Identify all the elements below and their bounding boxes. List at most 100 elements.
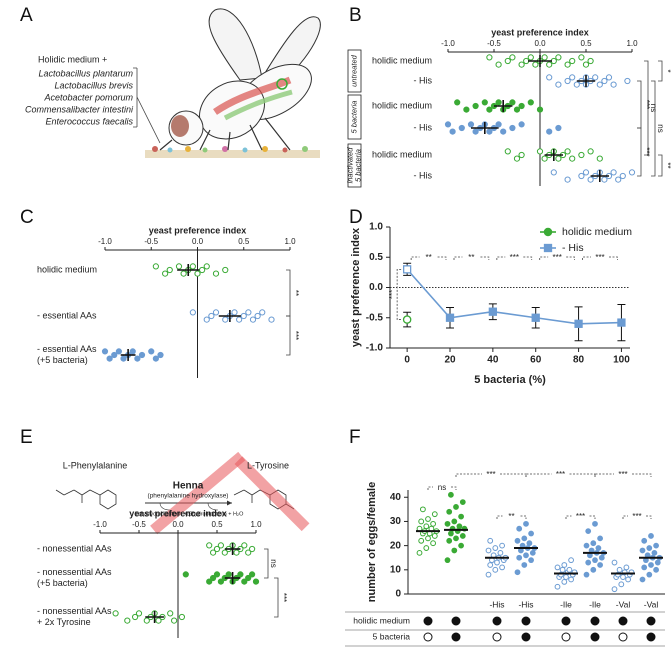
panel-label: F: [349, 427, 361, 448]
significance-bracket: [286, 315, 291, 356]
row-label: holidic medium: [372, 149, 432, 159]
table-dot: [492, 632, 502, 642]
group-label: 5 bacteria: [349, 101, 358, 134]
data-dot: [597, 562, 603, 568]
substrate-name: L-Phenylalanine: [63, 460, 128, 470]
data-dot: [249, 545, 256, 553]
x-tick-label: 0.0: [172, 520, 184, 529]
data-dot: [152, 263, 159, 270]
data-dot: [212, 309, 220, 316]
data-dot: [500, 128, 507, 135]
data-dot: [620, 574, 626, 580]
panel-label: B: [349, 5, 362, 26]
data-dot: [444, 520, 451, 527]
data-dot: [485, 571, 492, 578]
legend-marker: [543, 227, 553, 237]
data-dot: [135, 610, 143, 617]
axis-title: yeast preference index: [491, 27, 589, 37]
data-dot: [152, 355, 159, 362]
data-dot: [526, 540, 533, 547]
data-dot: [648, 533, 654, 539]
data-dot: [611, 586, 618, 593]
x-tick-label: 1.0: [284, 237, 296, 246]
data-dot: [618, 581, 625, 588]
x-tick-label: -0.5: [487, 39, 501, 48]
data-dot: [550, 169, 557, 176]
group-label: 5 bacteria: [353, 149, 362, 182]
data-dot: [499, 542, 506, 549]
x-tick-label: -1.0: [93, 520, 107, 529]
data-dot: [518, 121, 525, 128]
bracket: [133, 67, 161, 144]
data-dot: [495, 99, 502, 106]
product-name: L-Tyrosine: [247, 460, 289, 470]
data-dot: [583, 542, 590, 549]
data-dot: [639, 547, 646, 554]
data-dot: [516, 525, 523, 532]
significance-label: ***: [632, 512, 641, 521]
data-dot: [518, 61, 525, 68]
table-dot: [492, 616, 502, 626]
data-dot: [101, 348, 109, 355]
data-dot: [587, 176, 594, 183]
data-dot: [454, 99, 461, 106]
data-dot: [492, 545, 499, 551]
data-dot: [536, 106, 544, 113]
data-dot: [495, 121, 502, 128]
data-dot: [259, 309, 266, 316]
data-dot: [615, 176, 622, 183]
data-dot: [446, 537, 453, 544]
enzyme-name: Henna: [173, 481, 204, 492]
data-dot: [527, 99, 534, 106]
fly-illustration: [133, 8, 321, 158]
x-tick-label: 1.0: [626, 39, 638, 48]
data-dot: [233, 549, 240, 556]
table-dot: [521, 616, 531, 626]
data-dot: [472, 128, 479, 135]
data-dot: [115, 348, 122, 355]
data-dot: [616, 566, 623, 573]
data-dot: [561, 579, 568, 585]
data-dot: [487, 537, 494, 544]
data-dot: [555, 155, 562, 162]
significance-label: ns: [656, 124, 665, 132]
data-dot: [449, 128, 456, 135]
table-dot: [423, 632, 433, 642]
data-dot: [504, 57, 511, 65]
data-dot: [555, 81, 562, 88]
data-dot: [578, 151, 585, 159]
y-tick-label: 0.0: [369, 282, 383, 293]
table-dot: [561, 632, 571, 642]
table-dot: [521, 632, 531, 642]
data-dot: [561, 562, 568, 568]
data-dot: [249, 316, 257, 323]
data-dot: [206, 542, 213, 549]
significance-bracket: [565, 515, 596, 519]
data-dot: [486, 128, 493, 135]
data-dot: [592, 74, 599, 81]
group-box: [347, 94, 362, 140]
data-dot: [425, 535, 431, 542]
row-label: - His: [414, 170, 433, 180]
data-dot: [268, 316, 275, 323]
y-tick-label: 30: [390, 516, 402, 527]
x-tick-label: 0.5: [580, 39, 592, 48]
data-dot: [182, 571, 189, 578]
data-dot: [582, 169, 590, 176]
data-dot: [254, 312, 261, 320]
bacterium-name: Enterococcus faecalis: [45, 116, 133, 126]
data-dot: [458, 124, 465, 132]
data-dot: [418, 518, 425, 525]
row-label: - essential AAs: [37, 310, 97, 320]
data-dot: [467, 121, 475, 128]
data-dot: [494, 559, 500, 566]
data-dot: [210, 549, 217, 556]
data-dot: [221, 549, 228, 556]
data-dot: [596, 155, 603, 162]
data-dot: [134, 355, 141, 362]
data-dot: [485, 547, 492, 554]
data-dot: [605, 74, 613, 81]
x-tick-label: 1.0: [250, 520, 262, 529]
data-dot: [497, 549, 504, 556]
data-dot: [528, 530, 534, 537]
